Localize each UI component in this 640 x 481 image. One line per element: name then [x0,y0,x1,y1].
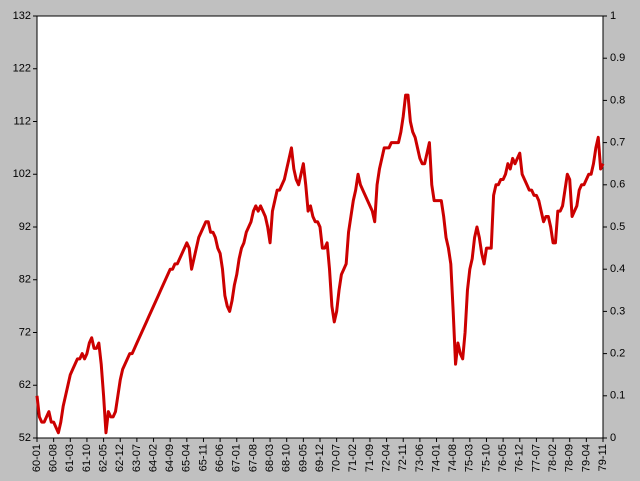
y2-tick-label: 0 [610,432,616,444]
x-tick-label: 69-12 [314,444,326,472]
y2-tick-label: 0.3 [610,305,625,317]
x-tick-label: 67-01 [231,444,243,472]
x-tick-label: 76-05 [497,444,509,472]
x-tick-label: 74-01 [430,444,442,472]
x-tick-label: 76-12 [514,444,526,472]
x-tick-label: 65-04 [181,444,193,472]
x-tick-label: 68-10 [281,444,293,472]
y2-tick-label: 0.8 [610,94,625,106]
x-tick-label: 61-10 [81,444,93,472]
y-tick-label: 132 [13,10,31,22]
x-tick-label: 78-02 [547,444,559,472]
x-tick-label: 62-05 [97,444,109,472]
x-tick-label: 64-02 [147,444,159,472]
y2-tick-label: 0.2 [610,348,625,360]
x-tick-label: 70-07 [331,444,343,472]
x-tick-label: 77-07 [530,444,542,472]
x-tick-label: 74-08 [447,444,459,472]
y2-tick-label: 0.4 [610,263,625,275]
x-tick-label: 78-09 [564,444,576,472]
y-tick-label: 52 [19,432,31,444]
x-tick-label: 62-12 [114,444,126,472]
x-tick-label: 72-04 [380,444,392,472]
x-tick-label: 73-06 [414,444,426,472]
x-tick-label: 64-09 [164,444,176,472]
x-tick-label: 65-11 [197,444,209,471]
y-tick-label: 72 [19,326,31,338]
x-tick-label: 71-02 [347,444,359,472]
y2-tick-label: 0.9 [610,52,625,64]
x-tick-label: 79-04 [580,444,592,472]
y-tick-label: 102 [13,168,31,180]
x-tick-label: 63-07 [131,444,143,472]
x-tick-label: 79-11 [597,444,609,471]
y-tick-label: 112 [13,115,31,127]
x-tick-label: 69-05 [297,444,309,472]
x-tick-label: 60-01 [31,444,43,472]
x-tick-label: 61-03 [64,444,76,472]
y-tick-label: 92 [19,221,31,233]
x-tick-label: 66-06 [214,444,226,472]
x-tick-label: 71-09 [364,444,376,472]
y-tick-label: 82 [19,274,31,286]
y-tick-label: 62 [19,379,31,391]
y2-tick-label: 0.5 [610,221,625,233]
x-tick-label: 75-10 [480,444,492,472]
data-line [35,93,605,435]
x-tick-label: 60-08 [48,444,60,472]
x-tick-label: 75-03 [464,444,476,472]
y-tick-label: 122 [13,63,31,75]
x-tick-label: 68-03 [264,444,276,472]
x-tick-label: 72-11 [397,444,409,471]
y2-tick-label: 0.1 [610,390,625,402]
y2-tick-label: 0.6 [610,179,625,191]
y2-tick-label: 1 [610,10,616,22]
x-tick-label: 67-08 [247,444,259,472]
y2-tick-label: 0.7 [610,137,625,149]
